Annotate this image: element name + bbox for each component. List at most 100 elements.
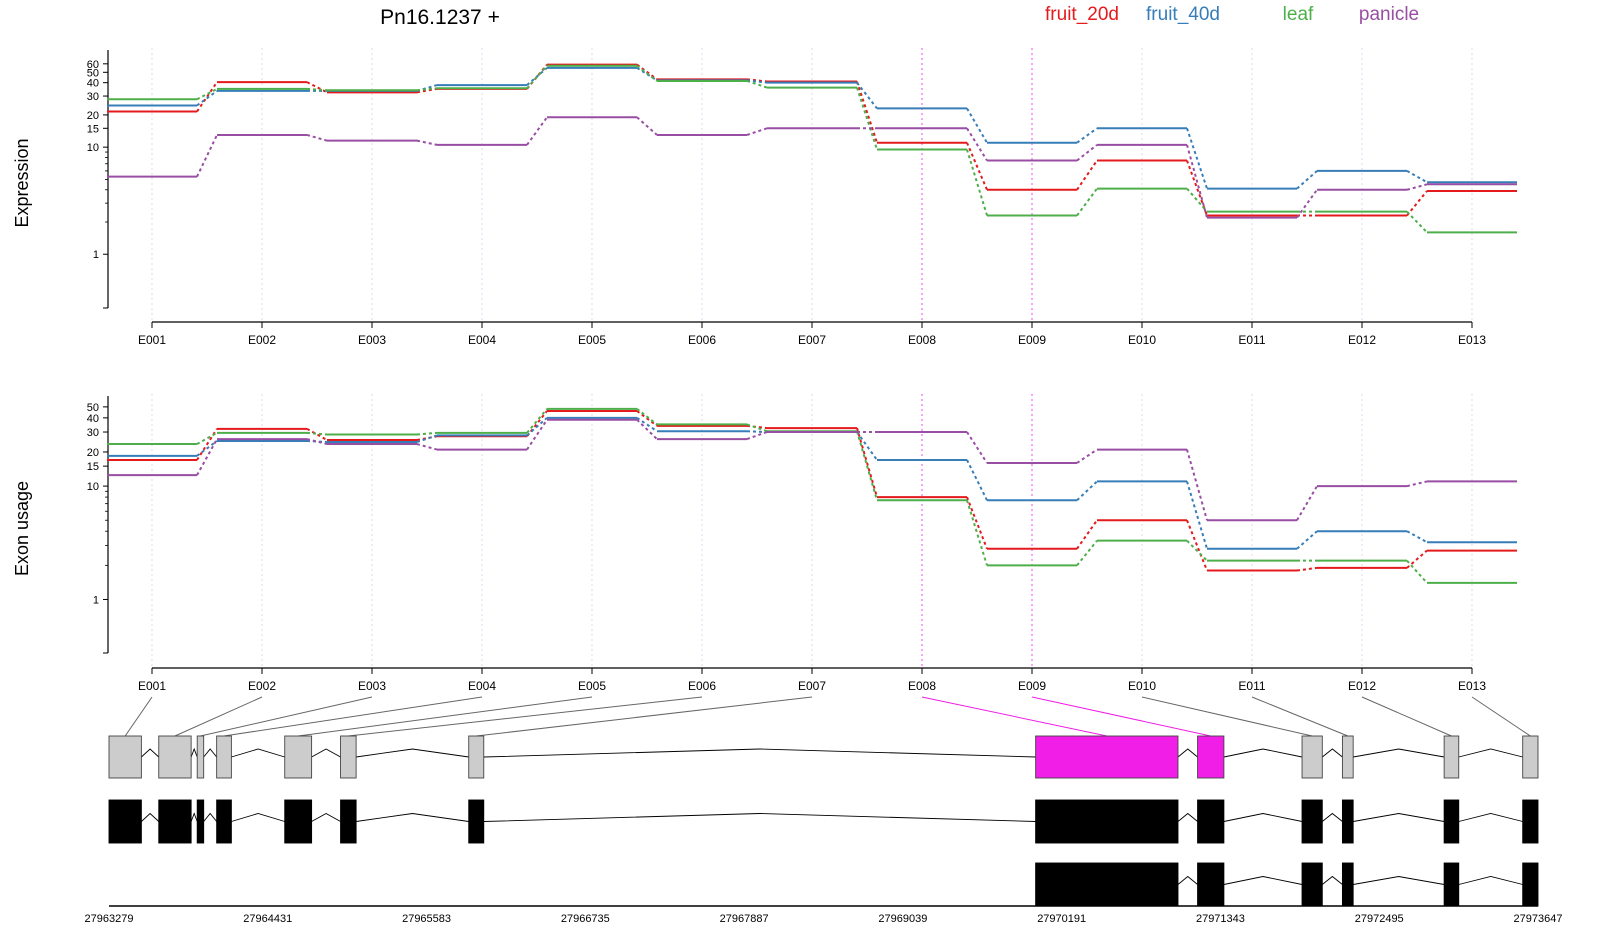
x-tick-label-E004: E004	[468, 333, 496, 347]
y-tick-label: 1	[93, 249, 99, 261]
connector-leaf	[1076, 188, 1098, 217]
y-tick-label: 1	[93, 594, 99, 606]
connector-fruit_40d	[1076, 480, 1098, 501]
connector-panicle	[636, 116, 658, 136]
intron-line	[483, 813, 1036, 822]
intron-line	[1458, 813, 1523, 822]
y-tick-label: 10	[87, 142, 99, 154]
legend-entry-fruit_40d: fruit_40d	[1146, 4, 1220, 25]
genomic-axis-tick-label: 27972495	[1355, 913, 1404, 925]
exon-box-E010	[1301, 735, 1323, 779]
exon-connector-E004	[223, 696, 483, 737]
x-tick-label-E006: E006	[688, 679, 716, 693]
connector-fruit_20d	[1406, 190, 1428, 217]
connector-fruit_40d	[1076, 127, 1098, 144]
exon-box-E002	[158, 799, 192, 844]
intron-line	[311, 748, 341, 758]
connector-panicle	[966, 127, 988, 162]
exon-box-E008	[1035, 862, 1179, 907]
intron-line	[231, 748, 285, 758]
connector-fruit_40d	[306, 439, 328, 443]
connector-leaf	[746, 80, 768, 89]
connector-fruit_40d	[526, 67, 548, 86]
exon-box-E003	[196, 799, 205, 844]
connector-fruit_20d	[306, 427, 328, 441]
connector-panicle	[1406, 480, 1428, 488]
x-tick-label-E011: E011	[1238, 679, 1265, 693]
exon-box-E011	[1341, 862, 1354, 907]
connector-fruit_40d	[1186, 481, 1208, 550]
connector-fruit_40d	[416, 434, 438, 443]
exon-box-E003	[196, 735, 205, 779]
connector-leaf	[1186, 539, 1208, 562]
connector-panicle	[1406, 183, 1428, 191]
exon-connector-E008	[921, 696, 1107, 737]
intron-line	[1177, 875, 1198, 885]
transcript-1	[108, 799, 1539, 844]
intron-line	[1353, 748, 1445, 758]
connector-fruit_20d	[856, 81, 878, 144]
connector-fruit_40d	[1296, 170, 1318, 190]
x-tick-label-E001: E001	[138, 333, 166, 347]
connector-panicle	[1296, 485, 1318, 521]
connector-fruit_40d	[1406, 530, 1428, 544]
intron-line	[203, 812, 217, 822]
exon-box-E006	[340, 799, 357, 844]
connector-fruit_40d	[636, 417, 658, 433]
x-tick-label-E013: E013	[1458, 679, 1486, 693]
intron-line	[1322, 875, 1343, 885]
intron-line	[1223, 748, 1303, 758]
genomic-axis-tick-label: 27971343	[1196, 913, 1245, 925]
genomic-axis-tick-label: 27973647	[1514, 913, 1563, 925]
y-tick-label: 20	[87, 447, 99, 459]
chart-title: Pn16.1237 +	[380, 6, 500, 29]
connector-panicle	[1186, 144, 1208, 218]
connector-leaf	[1186, 187, 1208, 213]
connector-leaf	[416, 87, 438, 92]
connector-fruit_40d	[416, 84, 438, 92]
exon-box-E012	[1443, 799, 1460, 844]
connector-leaf	[636, 65, 658, 82]
y-tick-label: 40	[87, 78, 99, 90]
connector-leaf	[526, 408, 548, 434]
exon-box-E007	[468, 799, 485, 844]
y-axis-label: Exon usage	[12, 481, 32, 576]
connector-fruit_20d	[416, 435, 438, 442]
exon-box-E009	[1197, 735, 1225, 779]
genomic-axis-tick-label: 27970191	[1037, 913, 1086, 925]
connector-leaf	[416, 431, 438, 436]
x-tick-label-E008: E008	[908, 333, 936, 347]
connector-panicle	[966, 431, 988, 464]
exon-box-E008	[1035, 735, 1179, 779]
intron-line	[311, 812, 341, 822]
y-tick-label: 30	[87, 91, 99, 103]
legend-entry-panicle: panicle	[1359, 4, 1419, 25]
exon-box-E005	[284, 735, 313, 779]
connector-fruit_40d	[966, 459, 988, 501]
connector-fruit_40d	[526, 417, 548, 437]
exon-connector-E007	[476, 696, 813, 737]
series-leaf	[107, 407, 1517, 584]
legend: fruit_20d fruit_40d leaf panicle	[1045, 4, 1419, 25]
x-tick-label-E006: E006	[688, 333, 716, 347]
y-tick-label: 50	[87, 67, 99, 79]
y-tick-label: 40	[87, 413, 99, 425]
x-tick-label-E001: E001	[138, 679, 166, 693]
connector-panicle	[196, 134, 218, 178]
x-tick-label-E008: E008	[908, 679, 936, 693]
connector-panicle	[1076, 144, 1098, 162]
connector-leaf	[1076, 540, 1098, 566]
exon-box-E005	[284, 799, 313, 844]
exon-box-E004	[216, 735, 232, 779]
legend-entry-fruit_20d: fruit_20d	[1045, 4, 1119, 25]
genomic-axis-tick-label: 27967887	[720, 913, 769, 925]
connector-panicle	[1076, 448, 1098, 464]
connector-panicle	[746, 431, 768, 441]
intron-line	[1322, 748, 1343, 758]
connector-leaf	[856, 87, 878, 150]
connector-leaf	[306, 431, 328, 436]
exon-box-E013	[1522, 862, 1539, 907]
x-tick-label-E010: E010	[1128, 679, 1156, 693]
